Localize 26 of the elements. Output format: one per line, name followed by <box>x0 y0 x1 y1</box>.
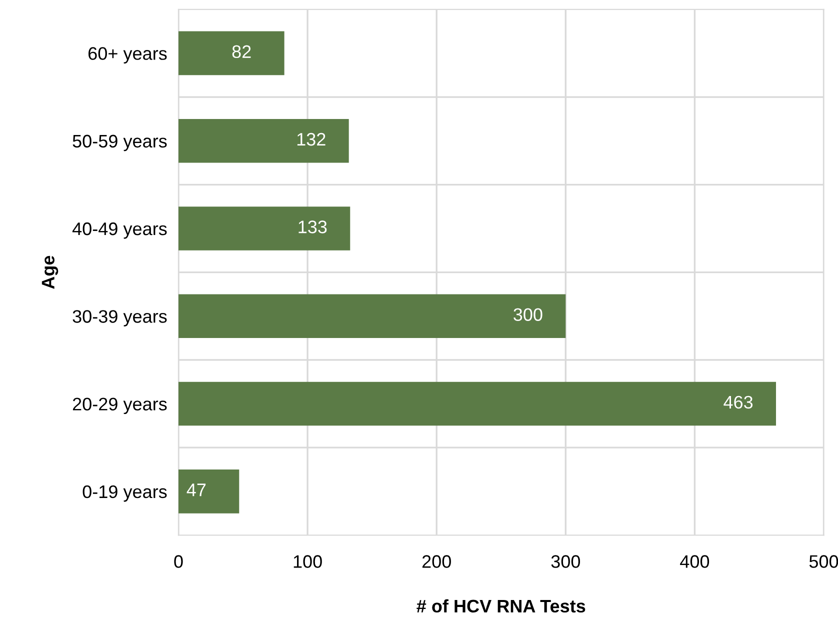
x-tick-label: 0 <box>174 555 183 568</box>
x-tick-label: 200 <box>422 555 451 568</box>
x-axis-title: # of HCV RNA Tests <box>416 599 586 613</box>
data-label: 133 <box>298 220 327 234</box>
data-label: 47 <box>186 484 206 496</box>
x-tick-label: 500 <box>809 555 838 568</box>
bar <box>178 382 776 426</box>
bar <box>178 294 566 338</box>
x-tick-label: 400 <box>680 555 710 568</box>
data-label: 463 <box>724 396 753 409</box>
y-axis-title: Age <box>42 256 58 289</box>
bar <box>178 31 284 76</box>
x-tick-label: 100 <box>294 555 322 568</box>
data-label: 132 <box>297 132 326 146</box>
y-tick-label: 60+ years <box>88 47 167 64</box>
bar <box>178 206 350 250</box>
y-tick-label: 40-49 years <box>72 222 167 239</box>
bar <box>178 470 240 514</box>
y-tick-label: 50-59 years <box>72 134 167 152</box>
data-label: 82 <box>232 45 251 58</box>
y-tick-label: 20-29 years <box>72 398 167 414</box>
y-tick-label: 30-39 years <box>72 310 167 326</box>
data-label: 300 <box>514 308 542 321</box>
y-tick-label: 0-19 years <box>82 485 167 502</box>
bar <box>178 118 349 163</box>
x-tick-label: 300 <box>551 555 580 568</box>
